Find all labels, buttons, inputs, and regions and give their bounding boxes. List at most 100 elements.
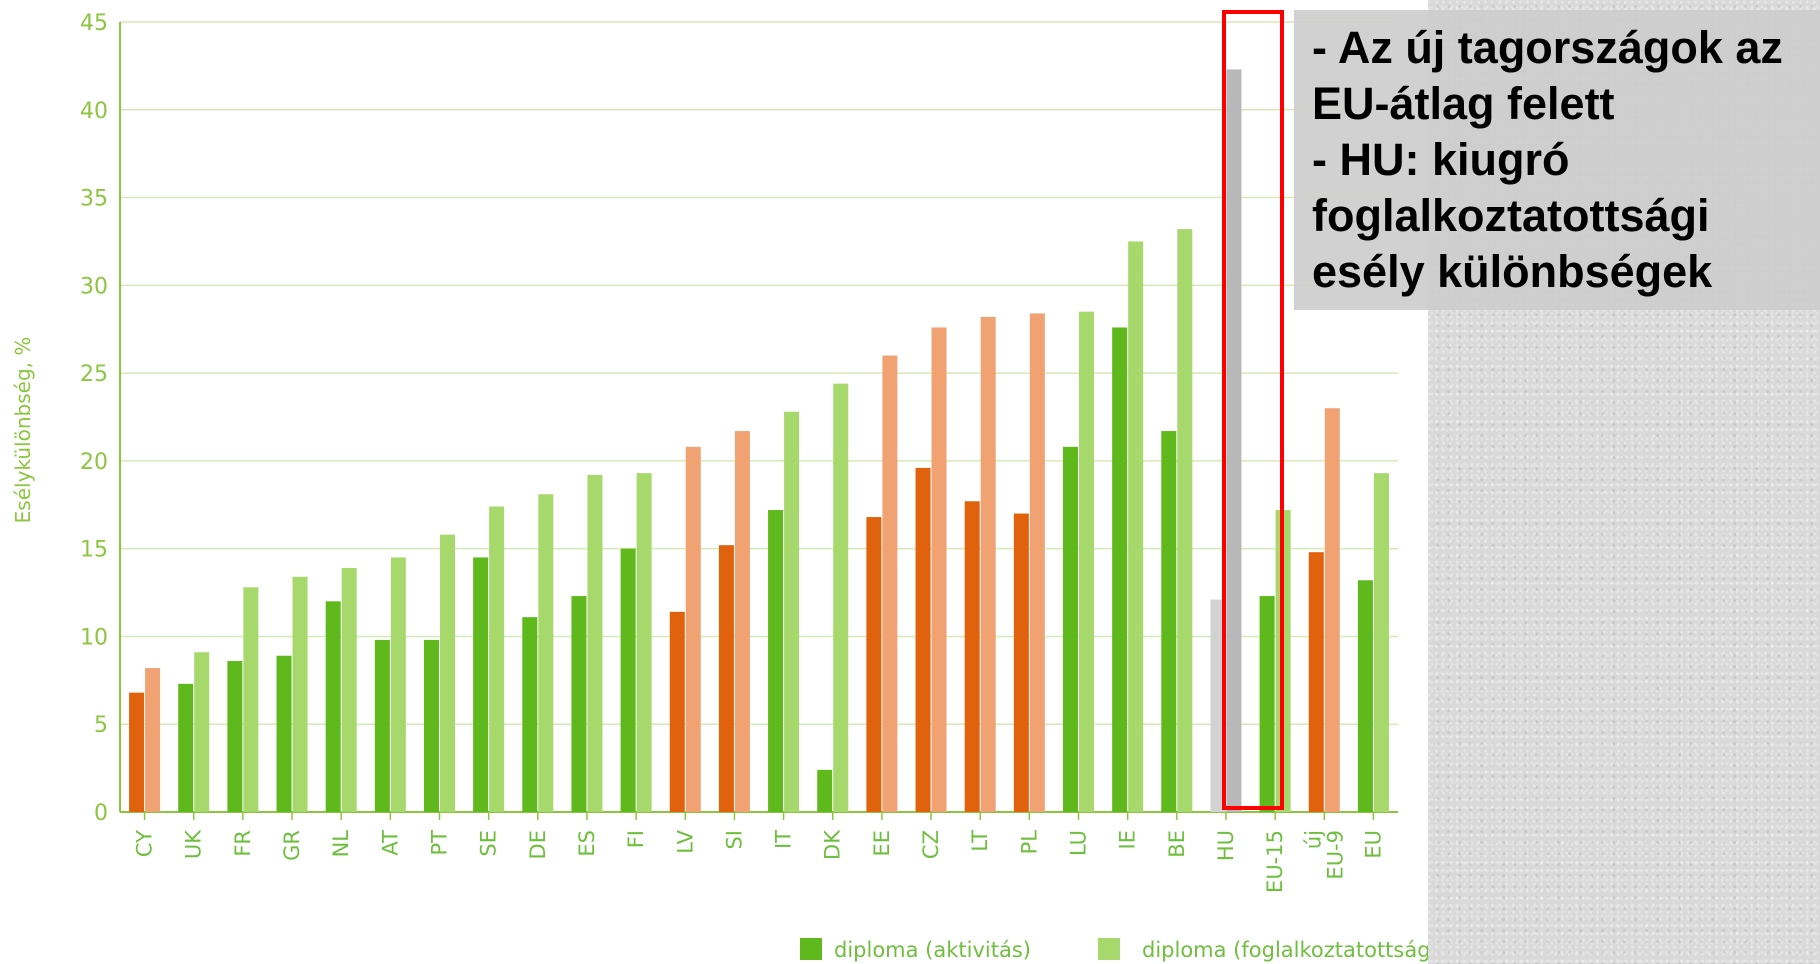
bar-foglalkoztatottsag-CY <box>145 668 161 812</box>
bar-foglalkoztatottsag-IT <box>784 411 800 812</box>
annotation-line: - HU: kiugró <box>1312 134 1570 185</box>
bar-foglalkoztatottsag-FR <box>243 587 259 812</box>
bar-aktivitas-UK <box>178 683 194 812</box>
bar-foglalkoztatottsag-LV <box>685 446 701 812</box>
bar-foglalkoztatottsag-EU <box>1373 473 1389 812</box>
x-tick-label: CY <box>133 830 157 857</box>
bar-aktivitas-LT <box>964 501 980 812</box>
y-tick-label: 5 <box>94 713 108 738</box>
x-tick-label: EU-9 <box>1323 830 1347 880</box>
bar-aktivitas-EU <box>1357 580 1373 812</box>
x-tick-label: AT <box>378 830 402 856</box>
bar-aktivitas-LV <box>669 611 685 812</box>
bar-chart: 0 5 10 15 20 25 30 35 40 45 CY UK FR GR NL AT PT SE DE ES F… <box>11 11 1428 962</box>
x-tick-label: NL <box>329 830 353 858</box>
y-tick-label: 40 <box>80 99 108 124</box>
legend-swatch-foglalkoztatottsag <box>1098 938 1120 960</box>
bar-foglalkoztatottsag-SI <box>734 431 750 812</box>
x-tick-label: SI <box>722 830 746 850</box>
x-tick-label: PT <box>428 830 452 856</box>
y-axis-label: Esélykülönbség, % <box>11 337 35 524</box>
x-tick-label: új <box>1301 830 1325 849</box>
bar-aktivitas-SE <box>473 557 489 812</box>
x-tick-label: LU <box>1067 830 1091 856</box>
bar-aktivitas-BE <box>1161 431 1177 812</box>
x-tick-label: DE <box>526 830 550 859</box>
bar-foglalkoztatottsag-DK <box>833 383 849 812</box>
bar-foglalkoztatottsag-DE <box>538 494 554 812</box>
x-tick-label: IT <box>772 830 796 849</box>
bar-foglalkoztatottsag-LT <box>980 316 996 812</box>
x-tick-label: EE <box>870 830 894 857</box>
bar-aktivitas-CZ <box>915 467 931 812</box>
legend-label-aktivitas: diploma (aktivitás) <box>834 938 1031 962</box>
legend-label-foglalkoztatottsag: diploma (foglalkoztatottság) <box>1142 938 1428 962</box>
bar-foglalkoztatottsag-FI <box>636 473 652 812</box>
bar-aktivitas-FR <box>227 661 243 812</box>
y-tick-label: 45 <box>80 11 108 36</box>
x-tick-label: HU <box>1214 830 1238 861</box>
x-tick-label: EU <box>1361 830 1385 859</box>
bar-aktivitas-FI <box>620 548 636 812</box>
x-tick-label: FI <box>624 830 648 848</box>
bar-aktivitas-IE <box>1112 327 1128 812</box>
bar-aktivitas-új EU-9 <box>1308 552 1324 812</box>
bar-aktivitas-PL <box>1013 513 1029 812</box>
bar-foglalkoztatottsag-ES <box>587 474 603 812</box>
hu-highlight-box <box>1222 10 1284 810</box>
y-tick-label: 10 <box>80 625 108 650</box>
bar-aktivitas-GR <box>276 655 292 812</box>
bar-aktivitas-LU <box>1063 446 1078 812</box>
annotation-line: EU-átlag felett <box>1312 78 1615 129</box>
bar-foglalkoztatottsag-AT <box>390 557 406 812</box>
bar-foglalkoztatottsag-CZ <box>931 327 947 812</box>
bar-aktivitas-SI <box>718 545 734 812</box>
annotation-box: - Az új tagországok az EU-átlag felett -… <box>1294 10 1820 310</box>
x-tick-label: DK <box>821 829 845 860</box>
x-tick-label: CZ <box>919 830 943 859</box>
chart-panel: 0 5 10 15 20 25 30 35 40 45 CY UK FR GR NL AT PT SE DE ES F… <box>0 0 1428 964</box>
x-tick-label: ES <box>575 830 599 857</box>
bar-foglalkoztatottsag-EE <box>882 355 898 812</box>
x-tick-label: IE <box>1116 830 1140 849</box>
bar-foglalkoztatottsag-PT <box>440 534 455 812</box>
bar-foglalkoztatottsag-HU <box>1226 69 1242 812</box>
x-tick-label: LT <box>968 830 992 852</box>
bar-foglalkoztatottsag-LU <box>1079 311 1094 812</box>
bar-foglalkoztatottsag-PL <box>1029 313 1045 812</box>
y-tick-labels: 0 5 10 15 20 25 30 35 40 45 <box>80 11 108 826</box>
bar-aktivitas-EU-15 <box>1259 596 1275 812</box>
grid-layer <box>119 21 1398 813</box>
bar-foglalkoztatottsag-NL <box>341 567 357 812</box>
bar-aktivitas-ES <box>571 596 587 812</box>
bar-aktivitas-DK <box>817 769 833 812</box>
x-tick-label: PL <box>1017 830 1041 855</box>
x-tick-label: EU-15 <box>1263 830 1287 893</box>
bar-aktivitas-CY <box>129 692 145 812</box>
bar-aktivitas-AT <box>374 639 390 812</box>
bar-aktivitas-DE <box>522 617 538 812</box>
x-tick-label: FR <box>231 830 255 857</box>
y-tick-label: 35 <box>80 187 108 212</box>
x-tick-label: GR <box>280 830 304 861</box>
bar-foglalkoztatottsag-SE <box>489 506 505 812</box>
annotation-line: esély különbségek <box>1312 246 1713 297</box>
bar-aktivitas-NL <box>325 601 341 812</box>
y-tick-label: 30 <box>80 274 108 299</box>
bar-aktivitas-EE <box>866 517 882 812</box>
x-tick-label: UK <box>182 829 206 859</box>
bar-foglalkoztatottsag-GR <box>292 576 308 812</box>
y-tick-label: 20 <box>80 450 108 475</box>
bar-aktivitas-HU <box>1210 599 1226 812</box>
legend-swatch-aktivitas <box>800 938 822 960</box>
x-tick-labels: CY UK FR GR NL AT PT SE DE ES FI LV SI IT DK EE CZ LT PL LU… <box>133 812 1385 893</box>
x-tick-label: LV <box>673 829 697 853</box>
y-tick-label: 0 <box>94 801 108 826</box>
bars <box>129 69 1389 813</box>
x-tick-label: BE <box>1165 830 1189 858</box>
bar-foglalkoztatottsag-új EU-9 <box>1324 408 1340 812</box>
y-tick-label: 25 <box>80 362 108 387</box>
y-tick-label: 15 <box>80 538 108 563</box>
bar-aktivitas-PT <box>424 639 439 812</box>
bar-aktivitas-IT <box>768 510 784 812</box>
